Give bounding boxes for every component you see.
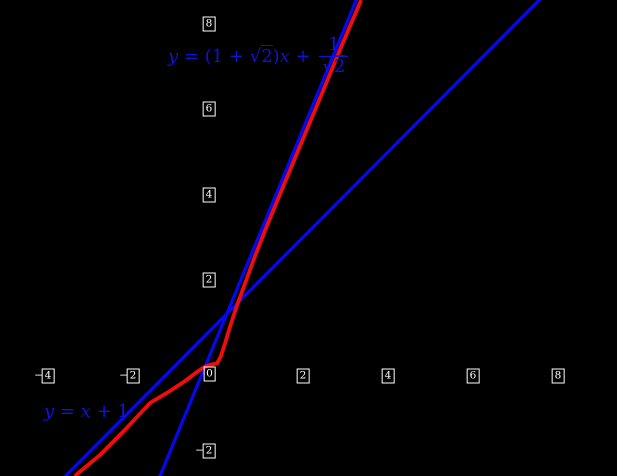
var-y: y bbox=[168, 45, 179, 67]
tick-label-box: 8 bbox=[551, 368, 565, 383]
minus-sign: − bbox=[195, 444, 204, 457]
tick-label-box: 4 bbox=[381, 368, 395, 383]
var-x: x bbox=[80, 401, 91, 422]
equation-steep-main: y = (1 + √2)x + bbox=[168, 44, 317, 67]
tick-label-box: 2 bbox=[202, 443, 216, 459]
curve-series-2 bbox=[73, 0, 363, 476]
var-y: y bbox=[44, 401, 55, 422]
tick-label-box: 2 bbox=[202, 272, 216, 288]
tick-label-box: 2 bbox=[126, 368, 140, 383]
tick-label-box: 8 bbox=[202, 16, 216, 32]
tick-label-box: 0 bbox=[203, 366, 216, 382]
minus-sign: − bbox=[34, 369, 44, 381]
tick-label-box: 2 bbox=[296, 368, 310, 383]
tick-label-box: 6 bbox=[466, 368, 480, 383]
var-x: x bbox=[279, 45, 290, 67]
equation-label-steep: y = (1 + √2)x + 1 √2 bbox=[168, 35, 349, 77]
tick-label-box: 4 bbox=[41, 368, 55, 383]
sqrt-expression: √2 bbox=[249, 44, 273, 67]
sqrt-expression: √2 bbox=[319, 54, 349, 77]
minus-sign: − bbox=[119, 369, 128, 381]
tick-label-box: 4 bbox=[202, 187, 216, 203]
fraction-one-over-sqrt2: 1 √2 bbox=[319, 35, 349, 77]
equation-label-shallow: y = x + 1 bbox=[44, 401, 129, 422]
tick-label-box: 6 bbox=[202, 101, 216, 117]
